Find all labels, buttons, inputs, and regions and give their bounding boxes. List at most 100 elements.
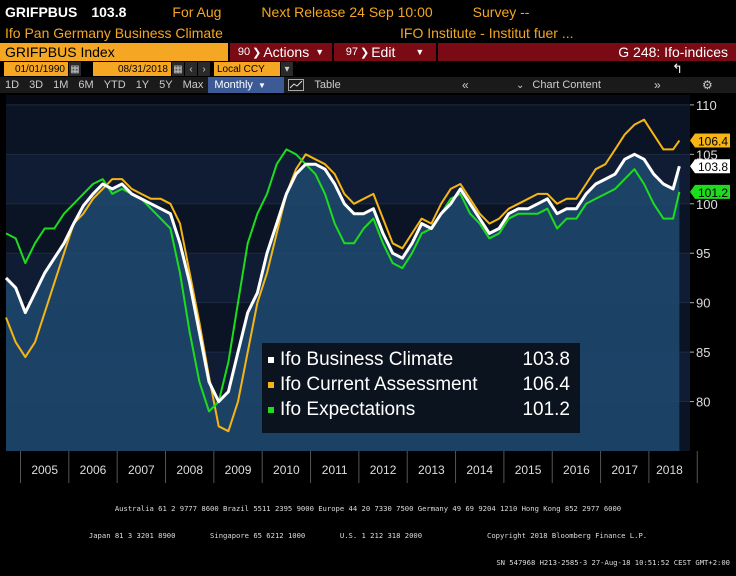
x-tick-label: 2018 [656, 463, 683, 477]
legend-label: Ifo Business Climate [280, 349, 453, 370]
y-tick-label: 110 [696, 98, 717, 113]
x-tick-label: 2006 [80, 463, 107, 477]
line-chart-icon[interactable] [288, 77, 305, 93]
data-source: IFO Institute - Institut fuer ... [400, 25, 574, 41]
y-tick-label: 100 [696, 197, 718, 212]
chart-toolbar: 1D 3D 1M 6M YTD 1Y 5Y Max Monthly ▼ Table « ⌄ C… [0, 77, 736, 93]
frequency-select[interactable]: Monthly ▼ [208, 77, 285, 93]
chevron-icon: ❯ [252, 46, 262, 59]
security-bar: GRIFPBUS Index 90 ❯ Actions ▼ 97 ❯ Edit … [0, 43, 736, 61]
plot-band [6, 104, 690, 155]
x-tick-label: 2012 [370, 463, 397, 477]
chevron-down-icon: ▼ [257, 80, 266, 90]
x-tick-label: 2005 [31, 463, 58, 477]
edit-label: Edit [371, 44, 396, 60]
edit-button[interactable]: 97 ❯ Edit ▼ [334, 43, 436, 61]
legend-swatch [268, 357, 274, 363]
x-tick-label: 2010 [273, 463, 300, 477]
series-line-ifo-expectations [5, 148, 681, 413]
chevron-down-icon: ⌄ [516, 79, 525, 91]
series-line-ifo-current-assessment [5, 118, 681, 433]
range-button-max[interactable]: Max [182, 79, 204, 91]
y-tick-label: 105 [696, 147, 718, 162]
last-value-tag [690, 159, 730, 174]
ticker-symbol[interactable]: GRIFPBUS [5, 4, 78, 20]
page-id[interactable]: G 248: Ifo-indices [438, 43, 736, 61]
range-button-6m[interactable]: 6M [78, 79, 94, 91]
last-value-label: 103.8 [698, 160, 728, 174]
footer-copyright: Japan 81 3 3201 8900 Singapore 65 6212 1… [88, 531, 648, 540]
table-label: Table [314, 79, 341, 91]
footer-serial: SN 547968 H213-2585-3 27-Aug-18 10:51:52… [496, 558, 730, 567]
range-buttons: 1D 3D 1M 6M YTD 1Y 5Y Max [0, 77, 208, 93]
actions-button[interactable]: 90 ❯ Actions ▼ [230, 43, 332, 61]
x-tick-label: 2014 [466, 463, 493, 477]
next-release: Next Release 24 Sep 10:00 [261, 4, 433, 20]
legend-swatch [268, 382, 274, 388]
y-tick-label: 80 [696, 395, 710, 410]
currency-select[interactable]: Local CCY [214, 62, 280, 76]
ticker-row: GRIFPBUS 103.8 For Aug Next Release 24 S… [0, 0, 736, 24]
legend-label: Ifo Current Assessment [280, 374, 478, 395]
last-value: 103.8 [91, 4, 127, 20]
x-tick-label: 2015 [515, 463, 542, 477]
range-button-1y[interactable]: 1Y [135, 79, 150, 91]
legend-box [262, 343, 580, 433]
legend-value: 103.8 [522, 349, 570, 370]
last-value-tag [690, 133, 730, 148]
actions-label: Actions [263, 44, 310, 60]
chevron-down-icon: ▼ [315, 47, 325, 57]
x-tick-label: 2009 [225, 463, 252, 477]
actions-key: 90 [237, 46, 251, 58]
expand-icon[interactable]: » [654, 78, 661, 92]
prev-arrow-icon[interactable]: ‹ [185, 62, 197, 76]
range-button-ytd[interactable]: YTD [103, 79, 126, 91]
chevron-icon: ❯ [359, 46, 370, 59]
series-line-ifo-business-climate [4, 152, 681, 404]
legend-value: 106.4 [522, 374, 570, 395]
y-tick-label: 90 [696, 296, 710, 311]
end-date-input[interactable]: 08/31/2018 [93, 62, 171, 76]
gear-icon[interactable]: ⚙ [702, 78, 713, 92]
last-value-tag [690, 184, 730, 199]
currency-label: Local CCY [217, 63, 265, 75]
table-button[interactable]: Table [308, 77, 346, 93]
edit-key: 97 [345, 46, 358, 58]
x-tick-label: 2017 [611, 463, 638, 477]
page-title: Ifo Pan Germany Business Climate [5, 25, 223, 41]
legend-value: 101.2 [522, 399, 570, 420]
x-tick-label: 2011 [322, 463, 348, 477]
range-button-1m[interactable]: 1M [53, 79, 69, 91]
x-tick-label: 2016 [563, 463, 590, 477]
line-chart: 2005 2006 2007 2008 2009 2010 2011 2012 2013 2014… [0, 95, 736, 485]
chart-content-button[interactable]: ⌄ Chart Content [510, 77, 607, 93]
for-period: For Aug [172, 4, 222, 20]
range-button-5y[interactable]: 5Y [159, 79, 173, 91]
next-arrow-icon[interactable]: › [198, 62, 210, 76]
security-label: GRIFPBUS Index [5, 44, 115, 60]
last-value-label: 101.2 [698, 186, 728, 200]
security-field[interactable]: GRIFPBUS Index [0, 43, 228, 61]
x-tick-label: 2007 [128, 463, 155, 477]
start-date-input[interactable]: 01/01/1990 [4, 62, 68, 76]
chevron-down-icon[interactable]: ▾ [281, 62, 293, 76]
footer-contacts: Australia 61 2 9777 8600 Brazil 5511 239… [114, 504, 622, 513]
undo-icon[interactable]: ↰ [672, 61, 683, 76]
calendar-icon[interactable]: ▦ [172, 62, 184, 76]
title-row: Ifo Pan Germany Business Climate IFO Ins… [0, 24, 736, 42]
collapse-icon[interactable]: « [462, 78, 469, 92]
x-axis-strip [0, 451, 736, 485]
calendar-icon[interactable]: ▦ [69, 62, 81, 76]
last-value-label: 106.4 [698, 134, 728, 148]
legend-swatch [268, 407, 274, 413]
y-tick-label: 85 [696, 345, 710, 360]
range-button-1d[interactable]: 1D [5, 79, 20, 91]
y-tick-label: 95 [696, 246, 710, 261]
date-range-bar: 01/01/1990 ▦ 08/31/2018 ▦ ‹ › Local CCY … [0, 61, 736, 77]
x-tick-label: 2008 [176, 463, 203, 477]
survey: Survey -- [472, 4, 530, 20]
footer: Australia 61 2 9777 8600 Brazil 5511 239… [0, 486, 736, 576]
range-button-3d[interactable]: 3D [29, 79, 44, 91]
chevron-down-icon: ▼ [415, 47, 425, 57]
x-tick-label: 2013 [418, 463, 445, 477]
